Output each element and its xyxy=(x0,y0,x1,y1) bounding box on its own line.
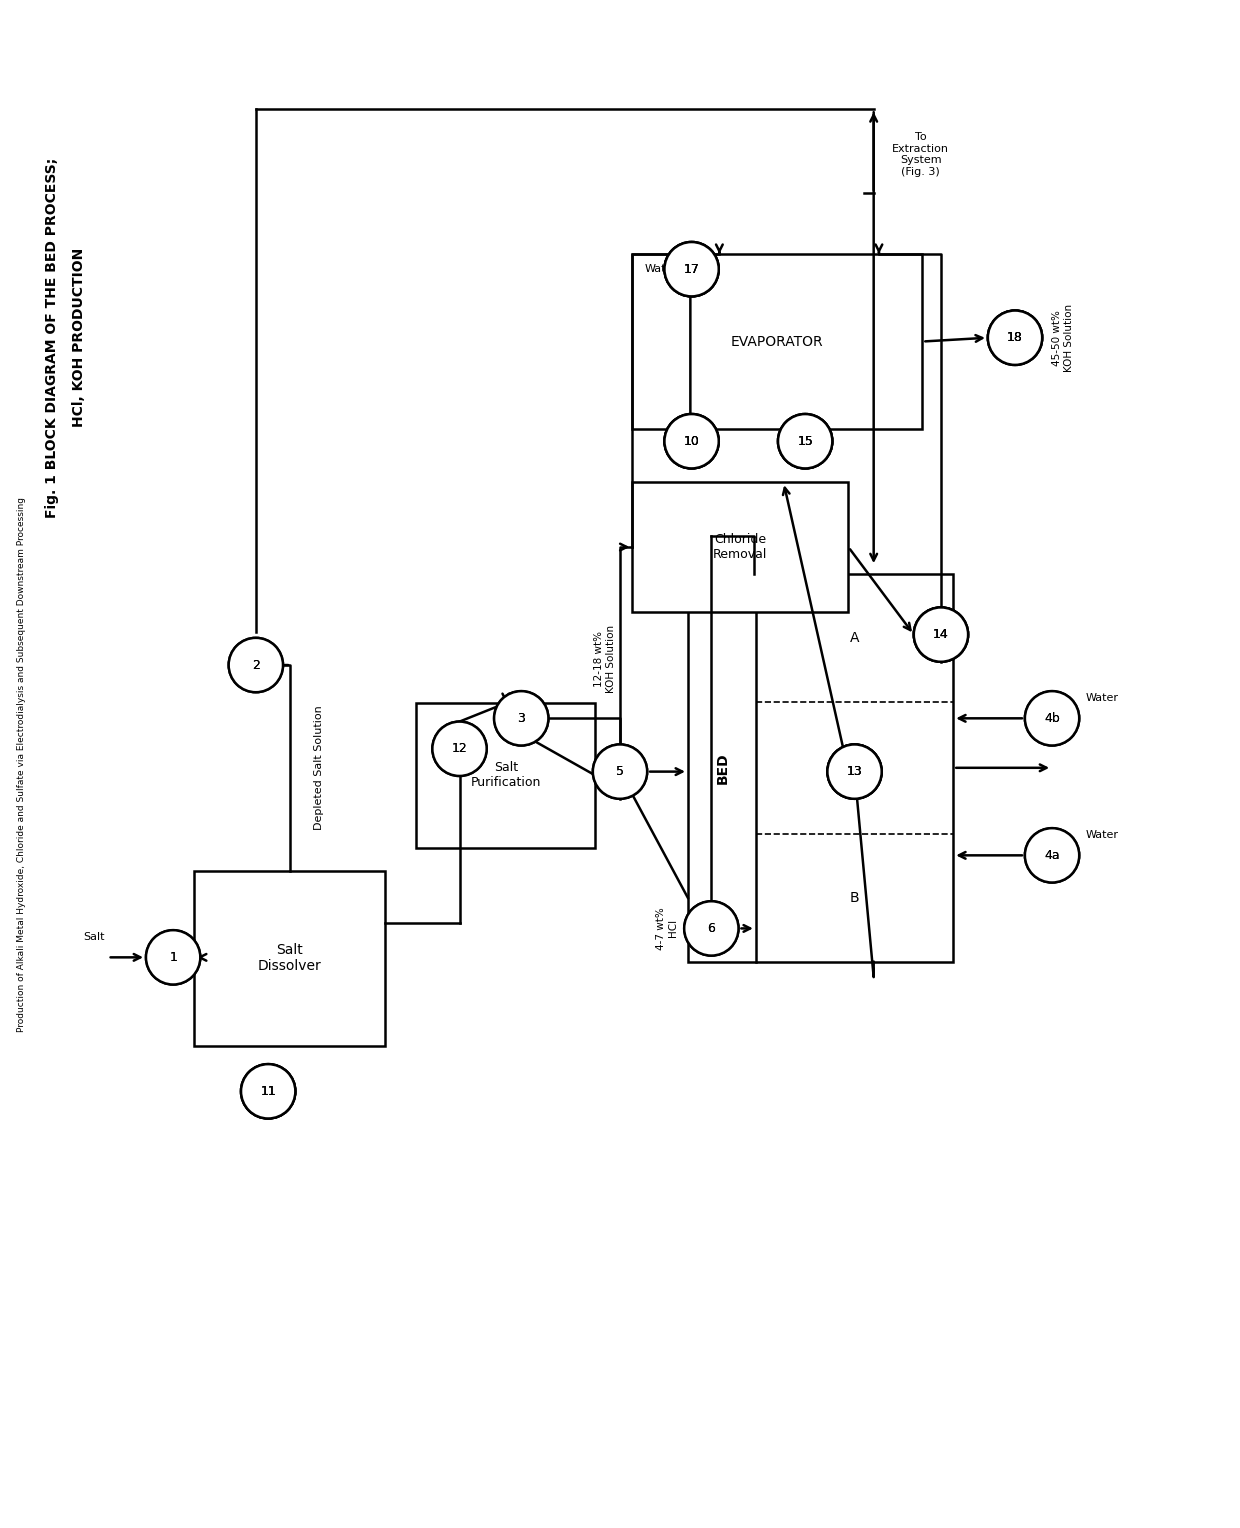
Text: 17: 17 xyxy=(683,263,699,275)
Ellipse shape xyxy=(228,637,283,692)
Text: 11: 11 xyxy=(260,1085,277,1097)
Text: B: B xyxy=(849,891,859,905)
Text: 4a: 4a xyxy=(1044,850,1060,862)
Ellipse shape xyxy=(777,414,832,469)
Bar xyxy=(417,703,595,848)
Ellipse shape xyxy=(1025,691,1079,746)
Ellipse shape xyxy=(665,414,719,469)
Text: Water: Water xyxy=(1085,694,1118,703)
Ellipse shape xyxy=(988,310,1042,365)
Ellipse shape xyxy=(914,608,968,662)
Text: 13: 13 xyxy=(847,766,862,778)
Text: 17: 17 xyxy=(683,263,699,275)
Text: 10: 10 xyxy=(683,435,699,448)
Text: S: S xyxy=(851,761,859,775)
Ellipse shape xyxy=(241,1063,295,1118)
Text: 2: 2 xyxy=(252,659,259,671)
Text: 6: 6 xyxy=(707,921,715,935)
Ellipse shape xyxy=(1025,828,1079,883)
Ellipse shape xyxy=(241,1063,295,1118)
Text: HCl, KOH PRODUCTION: HCl, KOH PRODUCTION xyxy=(72,248,87,428)
Ellipse shape xyxy=(593,744,647,799)
Ellipse shape xyxy=(433,721,486,776)
Text: A: A xyxy=(849,631,859,645)
Text: 11: 11 xyxy=(260,1085,277,1097)
Ellipse shape xyxy=(494,691,548,746)
Ellipse shape xyxy=(777,414,832,469)
Ellipse shape xyxy=(665,241,719,296)
Ellipse shape xyxy=(665,241,719,296)
Text: 6: 6 xyxy=(707,921,715,935)
Text: Chloride
Removal: Chloride Removal xyxy=(713,533,768,561)
Text: 12: 12 xyxy=(451,743,467,755)
Text: Fig. 1 BLOCK DIAGRAM OF THE BED PROCESS;: Fig. 1 BLOCK DIAGRAM OF THE BED PROCESS; xyxy=(45,157,60,518)
Bar xyxy=(632,254,923,429)
Text: 2: 2 xyxy=(252,659,259,671)
Ellipse shape xyxy=(1025,691,1079,746)
Ellipse shape xyxy=(777,414,832,469)
Text: EVAPORATOR: EVAPORATOR xyxy=(732,335,823,348)
Text: BED: BED xyxy=(715,752,729,784)
Bar xyxy=(195,871,386,1045)
Text: 13: 13 xyxy=(847,766,862,778)
Text: 10: 10 xyxy=(683,435,699,448)
Text: Salt: Salt xyxy=(84,932,105,943)
Text: 3: 3 xyxy=(517,712,526,724)
Text: 4b: 4b xyxy=(1044,712,1060,724)
Text: 1: 1 xyxy=(169,950,177,964)
Ellipse shape xyxy=(914,608,968,662)
Ellipse shape xyxy=(665,241,719,296)
Text: 4-7 wt%
HCl: 4-7 wt% HCl xyxy=(656,908,678,950)
Ellipse shape xyxy=(684,902,739,955)
Ellipse shape xyxy=(827,744,882,799)
Ellipse shape xyxy=(146,931,201,984)
Text: 12: 12 xyxy=(451,743,467,755)
Ellipse shape xyxy=(988,310,1042,365)
Text: Salt
Purification: Salt Purification xyxy=(471,761,541,790)
Ellipse shape xyxy=(988,310,1042,365)
Ellipse shape xyxy=(146,931,201,984)
Text: 11: 11 xyxy=(260,1085,277,1097)
Text: 18: 18 xyxy=(1007,332,1023,344)
Bar xyxy=(688,573,954,963)
Text: To
Extraction
System
(Fig. 3): To Extraction System (Fig. 3) xyxy=(893,133,949,177)
Text: 13: 13 xyxy=(847,766,862,778)
Ellipse shape xyxy=(684,902,739,955)
Ellipse shape xyxy=(665,414,719,469)
Text: 18: 18 xyxy=(1007,332,1023,344)
Ellipse shape xyxy=(1025,828,1079,883)
Text: 15: 15 xyxy=(797,435,813,448)
Text: 4b: 4b xyxy=(1044,712,1060,724)
Text: 17: 17 xyxy=(683,263,699,275)
Ellipse shape xyxy=(827,744,882,799)
Text: 14: 14 xyxy=(932,628,949,642)
Text: 5: 5 xyxy=(616,766,624,778)
Ellipse shape xyxy=(433,721,486,776)
Text: 14: 14 xyxy=(932,628,949,642)
Text: Depleted Salt Solution: Depleted Salt Solution xyxy=(315,706,325,830)
Ellipse shape xyxy=(241,1063,295,1118)
Bar xyxy=(632,483,848,611)
Text: 5: 5 xyxy=(616,766,624,778)
Ellipse shape xyxy=(827,744,882,799)
Ellipse shape xyxy=(665,414,719,469)
Text: Water: Water xyxy=(1085,830,1118,840)
Text: 18: 18 xyxy=(1007,332,1023,344)
Text: 15: 15 xyxy=(797,435,813,448)
Text: 14: 14 xyxy=(932,628,949,642)
Text: 15: 15 xyxy=(797,435,813,448)
Text: 1: 1 xyxy=(169,950,177,964)
Text: Production of Alkali Metal Hydroxide, Chloride and Sulfate via Electrodialysis a: Production of Alkali Metal Hydroxide, Ch… xyxy=(17,497,26,1031)
Text: 3: 3 xyxy=(517,712,526,724)
Ellipse shape xyxy=(914,608,968,662)
Ellipse shape xyxy=(593,744,647,799)
Ellipse shape xyxy=(494,691,548,746)
Text: Water: Water xyxy=(645,264,678,274)
Text: 4a: 4a xyxy=(1044,850,1060,862)
Text: 45-50 wt%
KOH Solution: 45-50 wt% KOH Solution xyxy=(1052,304,1074,371)
Text: Salt
Dissolver: Salt Dissolver xyxy=(258,943,321,973)
Text: 10: 10 xyxy=(683,435,699,448)
Ellipse shape xyxy=(228,637,283,692)
Text: 12-18 wt%
KOH Solution: 12-18 wt% KOH Solution xyxy=(594,625,616,694)
